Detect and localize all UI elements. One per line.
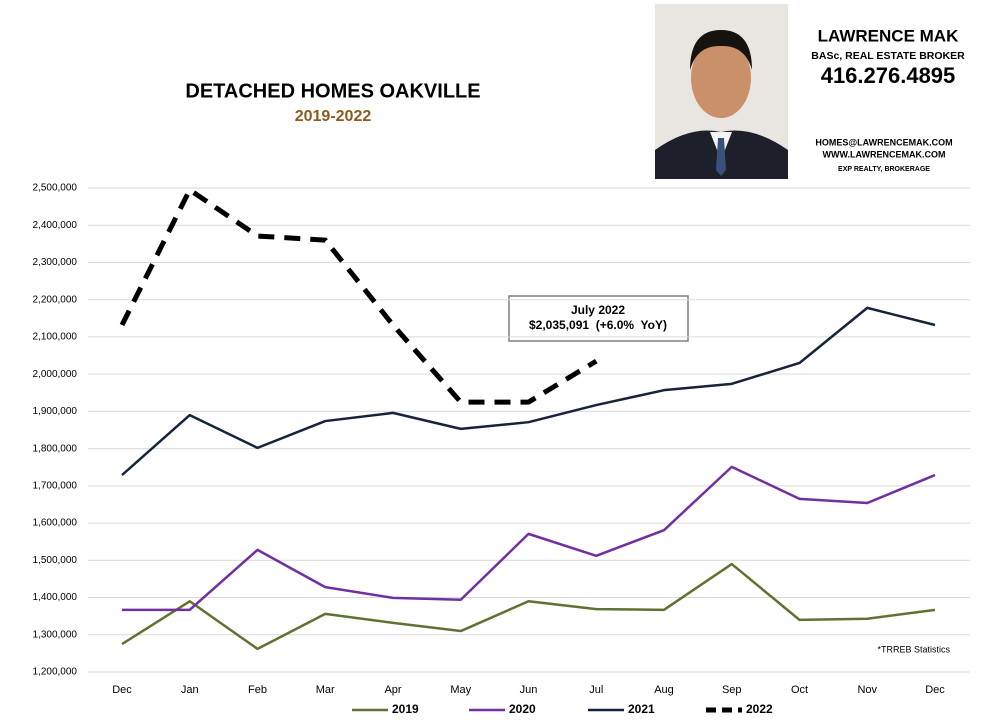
annotation-title: July 2022	[571, 303, 625, 317]
series-line	[122, 465, 936, 612]
chart-subtitle: 2019-2022	[295, 108, 372, 125]
y-tick-label: 1,600,000	[33, 518, 78, 529]
y-tick-label: 1,200,000	[33, 667, 78, 678]
y-tick-label: 2,300,000	[33, 257, 78, 268]
broker-credentials: BASc, REAL ESTATE BROKER	[811, 50, 965, 62]
legend-label: 2019	[392, 702, 419, 716]
annotation-box	[508, 295, 689, 342]
x-tick-label: Sep	[722, 684, 742, 696]
x-tick-label: Mar	[316, 684, 335, 696]
chart-title: DETACHED HOMES OAKVILLE	[185, 80, 480, 102]
footnote: *TRREB Statistics	[877, 644, 950, 654]
y-tick-label: 1,300,000	[33, 629, 78, 640]
y-tick-label: 1,800,000	[33, 443, 78, 454]
x-tick-label: Dec	[925, 684, 945, 696]
brokerage: EXP REALTY, BROKERAGE	[838, 166, 930, 173]
broker-email: HOMES@LAWRENCEMAK.COM	[815, 137, 952, 147]
annotation-text: $2,035,091 (+6.0% YoY)	[529, 318, 667, 332]
y-tick-label: 1,500,000	[33, 555, 78, 566]
x-tick-label: Jan	[181, 684, 199, 696]
broker-website: WWW.LAWRENCEMAK.COM	[823, 149, 946, 159]
y-tick-label: 2,400,000	[33, 220, 78, 231]
x-tick-label: Apr	[384, 684, 401, 696]
legend-label: 2021	[628, 702, 655, 716]
photo	[655, 4, 788, 179]
x-tick-label: Oct	[791, 684, 808, 696]
y-tick-label: 1,900,000	[33, 406, 78, 417]
x-tick-label: May	[450, 684, 471, 696]
x-tick-label: Jul	[589, 684, 603, 696]
legend-label: 2022	[746, 702, 773, 716]
broker-phone: 416.276.4895	[821, 63, 956, 88]
series-line	[119, 187, 598, 405]
y-tick-label: 1,700,000	[33, 480, 78, 491]
x-tick-label: Dec	[112, 684, 132, 696]
legend-label: 2020	[509, 702, 536, 716]
broker-name: LAWRENCE MAK	[818, 26, 959, 45]
x-tick-label: Feb	[248, 684, 267, 696]
series-line	[121, 306, 936, 476]
y-tick-label: 2,000,000	[33, 369, 78, 380]
x-tick-label: Nov	[857, 684, 877, 696]
y-tick-label: 2,500,000	[33, 183, 78, 194]
y-tick-label: 2,200,000	[33, 294, 78, 305]
x-tick-label: Aug	[654, 684, 674, 696]
x-tick-label: Jun	[520, 684, 538, 696]
series-line	[121, 562, 936, 651]
y-tick-label: 2,100,000	[33, 332, 78, 343]
y-tick-label: 1,400,000	[33, 592, 78, 603]
